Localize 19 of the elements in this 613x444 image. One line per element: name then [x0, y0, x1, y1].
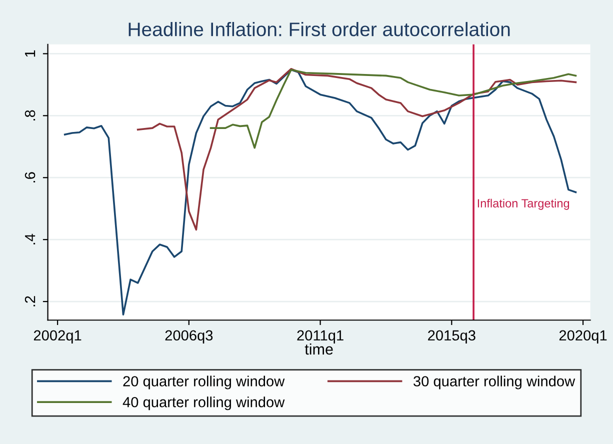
y-tick-label: .4 — [25, 234, 36, 244]
line-series — [136, 68, 577, 231]
ref-line-label: Inflation Targeting — [478, 198, 570, 210]
legend-label: 30 quarter rolling window — [414, 376, 576, 390]
x-tick-label: 2020q1 — [559, 330, 607, 344]
y-tick-label: .8 — [24, 110, 36, 120]
chart-title: Headline Inflation: First order autocorrelation — [128, 22, 510, 36]
x-tick-label: 2015q3 — [428, 330, 476, 344]
legend-label: 20 quarter rolling window — [123, 376, 285, 390]
x-tick-label: 2006q3 — [165, 330, 213, 344]
y-tick-label: .6 — [24, 172, 36, 182]
line-series — [210, 68, 577, 149]
line-series — [64, 68, 577, 316]
x-axis-title: time — [304, 343, 333, 355]
y-tick-label: 1 — [25, 50, 36, 57]
x-tick-label: 2002q1 — [34, 330, 82, 344]
y-tick-label: .2 — [24, 296, 36, 306]
x-tick-label: 2011q1 — [297, 330, 344, 344]
legend-label: 40 quarter rolling window — [122, 396, 285, 410]
